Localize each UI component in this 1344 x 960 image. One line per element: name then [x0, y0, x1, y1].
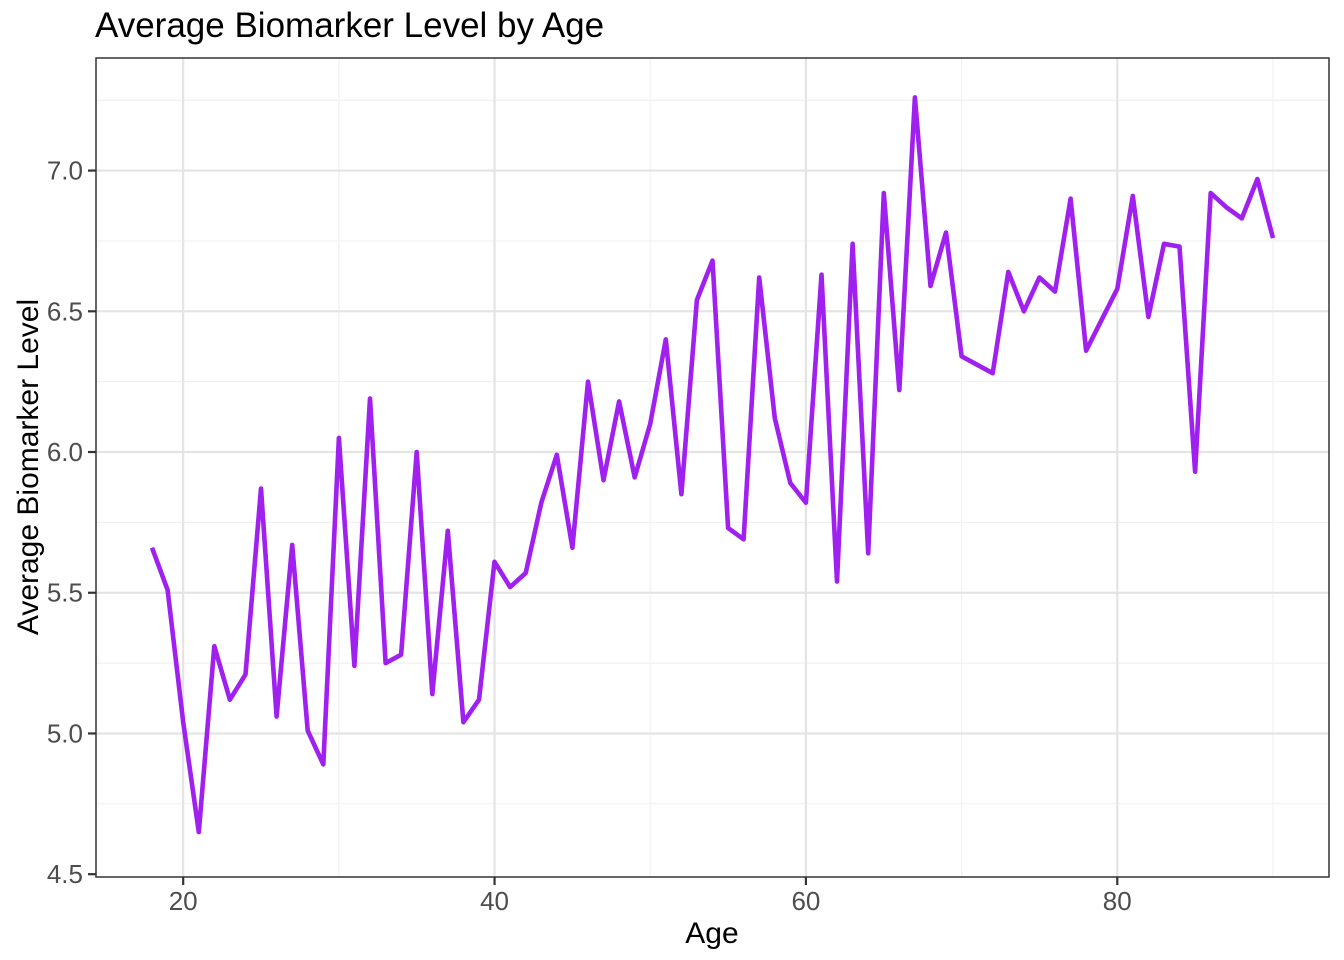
axis-tick-marks [88, 169, 1119, 885]
x-tick-label: 80 [1103, 886, 1132, 916]
x-tick-label: 20 [169, 886, 198, 916]
y-axis-title: Average Biomarker Level [12, 299, 45, 635]
x-axis-tick-labels: 20 40 60 80 [169, 886, 1132, 916]
y-tick-label: 6.0 [47, 437, 83, 467]
y-tick-label: 5.5 [47, 578, 83, 608]
x-axis-title: Age [685, 917, 738, 950]
gridlines-minor [96, 58, 1329, 877]
plot-panel [96, 58, 1329, 877]
y-tick-label: 6.5 [47, 296, 83, 326]
gridlines-major [96, 58, 1329, 877]
plot-title: Average Biomarker Level by Age [95, 6, 604, 45]
panel-border [95, 57, 1330, 878]
y-tick-label: 5.0 [47, 718, 83, 748]
data-series [149, 95, 1276, 835]
x-tick-label: 40 [480, 886, 509, 916]
biomarker-line [149, 95, 1276, 835]
y-axis-tick-labels: 4.5 5.0 5.5 6.0 6.5 7.0 [47, 156, 83, 890]
x-tick-label: 60 [791, 886, 820, 916]
y-tick-label: 7.0 [47, 156, 83, 186]
y-tick-label: 4.5 [47, 859, 83, 889]
